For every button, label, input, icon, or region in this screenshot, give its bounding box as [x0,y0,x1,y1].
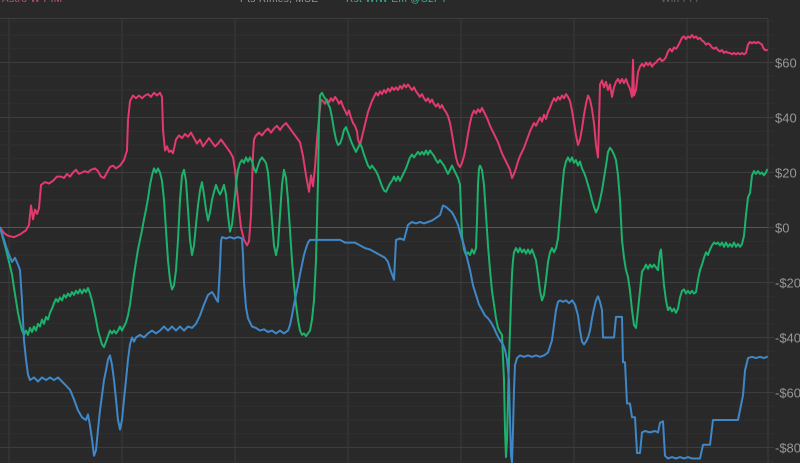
series-green-line[interactable] [0,91,768,459]
series-pink-line[interactable] [0,34,768,247]
legend-item[interactable]: Pts Rimes, MSE [240,0,318,5]
legend-item[interactable]: Win Pi P [661,0,703,5]
price-axis-drag-area[interactable] [768,18,800,463]
legend-item[interactable]: Rst WIW Em @S2PT [346,0,448,5]
chart-legend: Astro W PIM Pts Rimes, MSE Rst WIW Em @S2P… [0,0,800,12]
series-blue-line[interactable] [0,204,768,463]
legend-item[interactable]: Astro W PIM [2,0,63,5]
